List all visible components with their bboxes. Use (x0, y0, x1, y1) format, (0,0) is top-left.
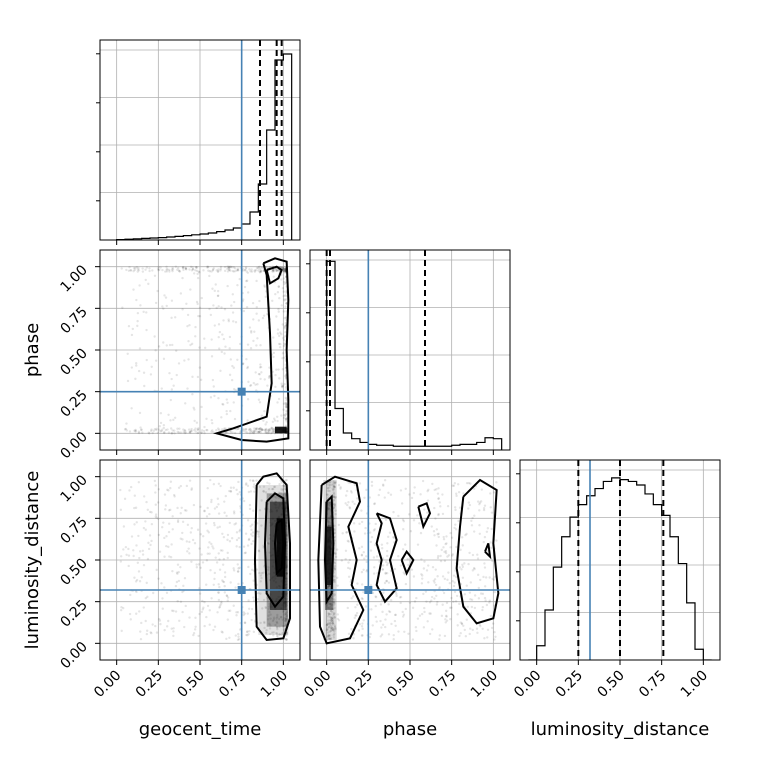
y-tick-label: 0.50 (57, 556, 90, 589)
x-axis-label-phase: phase (383, 719, 437, 740)
panel-frame (519, 459, 721, 661)
panel-geocent_time-luminosity_distance: 0.000.250.500.751.00luminosity_distance0… (22, 459, 301, 740)
y-tick-label: 0.75 (57, 514, 90, 547)
truth-point (364, 586, 373, 594)
panel-geocent_time-phase: 0.00 0.25 0.50 0.75 1.00 phase (22, 249, 301, 462)
panel-luminosity_distance-luminosity_distance: 0.00 0.25 0.50 0.75 1.00 luminosity_distance (511, 459, 721, 740)
x-tick-label: 1.00 (678, 668, 711, 701)
y-tick-label: 0.75 (57, 304, 90, 337)
panel-frame (309, 249, 511, 451)
x-tick-label: 0.75 (216, 668, 249, 701)
x-tick-label: 0.75 (636, 668, 669, 701)
x-tick-label: 0.25 (133, 668, 166, 701)
x-tick-label: 0.50 (384, 668, 417, 701)
contour-2 (273, 518, 285, 576)
panel-content (120, 257, 290, 443)
x-tick-label: 0.50 (594, 668, 627, 701)
y-tick-label: 0.00 (57, 639, 90, 672)
truth-point (237, 586, 246, 594)
contour-1 (263, 492, 287, 609)
panel-content (119, 472, 291, 642)
y-tick-label: 0.25 (57, 387, 90, 420)
panel-phase-phase (306, 249, 511, 455)
y-axis-label-phase: phase (22, 323, 43, 377)
contour-0 (265, 265, 283, 285)
panel-frame (99, 459, 301, 661)
density-block-2 (325, 526, 332, 585)
panel-content (317, 475, 500, 645)
x-tick-label: 0.75 (426, 668, 459, 701)
contour-5 (455, 478, 500, 625)
contour-2 (375, 512, 398, 604)
x-axis-label-geocent_time: geocent_time (139, 719, 262, 740)
panel-frame (309, 459, 511, 661)
x-tick-label: 0.25 (343, 668, 376, 701)
grid (310, 460, 510, 660)
x-tick-label: 0.50 (174, 668, 207, 701)
histogram-phase (326, 260, 503, 450)
y-tick-label: 0.25 (57, 597, 90, 630)
panel-frame (99, 39, 301, 241)
contour-6 (484, 542, 492, 560)
y-tick-label: 0.00 (57, 429, 90, 462)
y-tick-label: 1.00 (57, 472, 90, 505)
y-tick-label: 1.00 (57, 262, 90, 295)
y-tick-label: 0.50 (57, 346, 90, 379)
contour-0 (317, 475, 365, 645)
panel-frame (99, 249, 301, 451)
panel-geocent_time-geocent_time (96, 39, 301, 245)
x-tick-label: 0.00 (91, 668, 124, 701)
panel-phase-luminosity_distance: 0.00 0.25 0.50 0.75 1.00 phase (301, 459, 511, 740)
contour-3 (417, 502, 432, 530)
histogram-luminosity_distance (528, 477, 712, 660)
contour-1 (323, 494, 335, 606)
grid (310, 250, 510, 450)
contour-1 (212, 257, 290, 443)
grid (100, 40, 300, 240)
contour-0 (253, 472, 291, 642)
density-block-3 (276, 518, 285, 577)
x-tick-label: 0.25 (553, 668, 586, 701)
x-tick-label: 0.00 (301, 668, 334, 701)
x-tick-label: 0.00 (511, 668, 544, 701)
truth-point (237, 387, 246, 396)
histogram-geocent_time (116, 53, 293, 240)
x-axis-label-luminosity_distance: luminosity_distance (531, 719, 710, 740)
contour-4 (400, 549, 415, 576)
y-axis-label-luminosity_distance: luminosity_distance (22, 471, 43, 650)
x-tick-label: 1.00 (258, 668, 291, 701)
x-tick-label: 1.00 (468, 668, 501, 701)
density-block-0 (275, 426, 287, 434)
